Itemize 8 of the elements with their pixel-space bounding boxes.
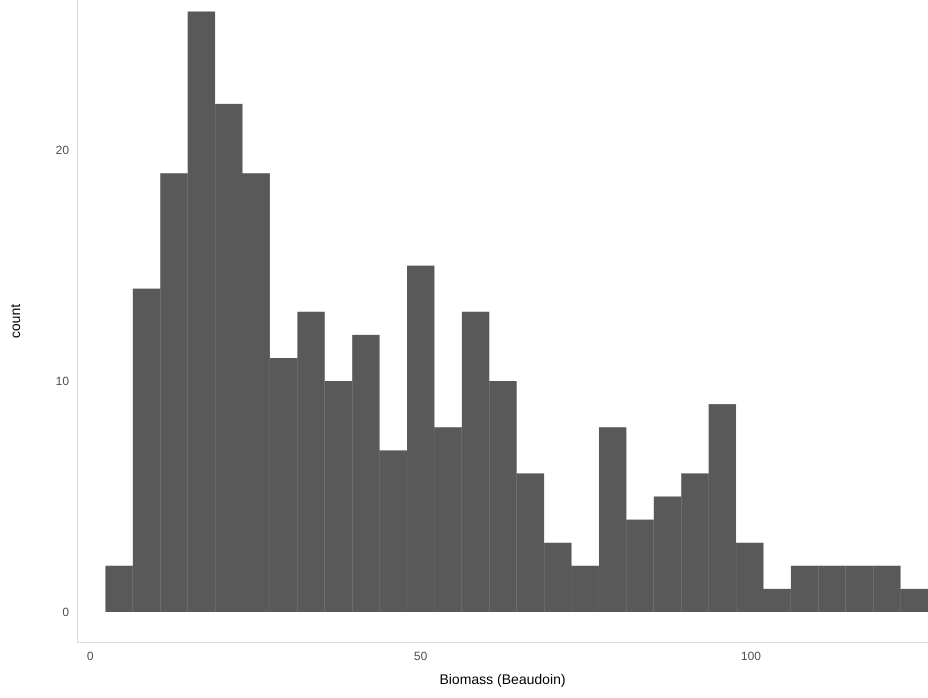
- x-tick-label: 0: [86, 649, 94, 663]
- y-axis-title: count: [7, 304, 23, 338]
- y-tick-label: 10: [56, 374, 70, 388]
- x-axis-title: Biomass (Beaudoin): [439, 671, 566, 687]
- x-tick-label: 50: [414, 649, 428, 663]
- x-tick-label: 100: [740, 649, 762, 663]
- y-tick-label: 20: [56, 143, 70, 158]
- y-tick-label: 0: [62, 604, 70, 619]
